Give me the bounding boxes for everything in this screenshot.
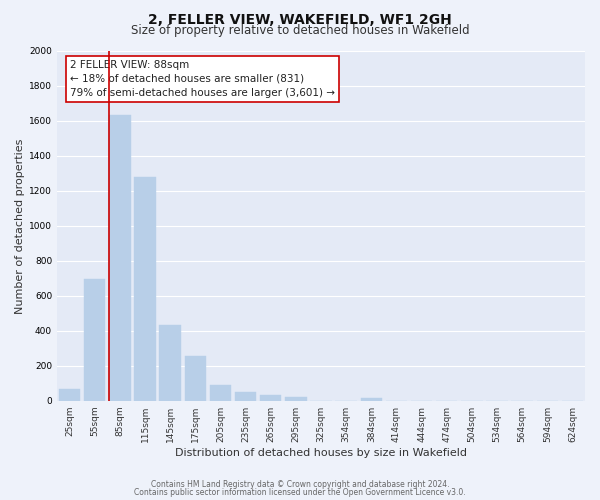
Text: Size of property relative to detached houses in Wakefield: Size of property relative to detached ho…	[131, 24, 469, 37]
Text: 2, FELLER VIEW, WAKEFIELD, WF1 2GH: 2, FELLER VIEW, WAKEFIELD, WF1 2GH	[148, 12, 452, 26]
Text: 2 FELLER VIEW: 88sqm
← 18% of detached houses are smaller (831)
79% of semi-deta: 2 FELLER VIEW: 88sqm ← 18% of detached h…	[70, 60, 335, 98]
Bar	[160, 324, 181, 400]
Text: Contains HM Land Registry data © Crown copyright and database right 2024.: Contains HM Land Registry data © Crown c…	[151, 480, 449, 489]
Bar	[59, 390, 80, 400]
Bar	[210, 385, 231, 400]
Bar	[285, 397, 307, 400]
Y-axis label: Number of detached properties: Number of detached properties	[15, 138, 25, 314]
Bar	[84, 279, 106, 400]
Bar	[109, 115, 131, 401]
Bar	[361, 398, 382, 400]
Bar	[235, 392, 256, 400]
Bar	[260, 394, 281, 400]
Bar	[134, 177, 156, 400]
Text: Contains public sector information licensed under the Open Government Licence v3: Contains public sector information licen…	[134, 488, 466, 497]
X-axis label: Distribution of detached houses by size in Wakefield: Distribution of detached houses by size …	[175, 448, 467, 458]
Bar	[185, 356, 206, 401]
